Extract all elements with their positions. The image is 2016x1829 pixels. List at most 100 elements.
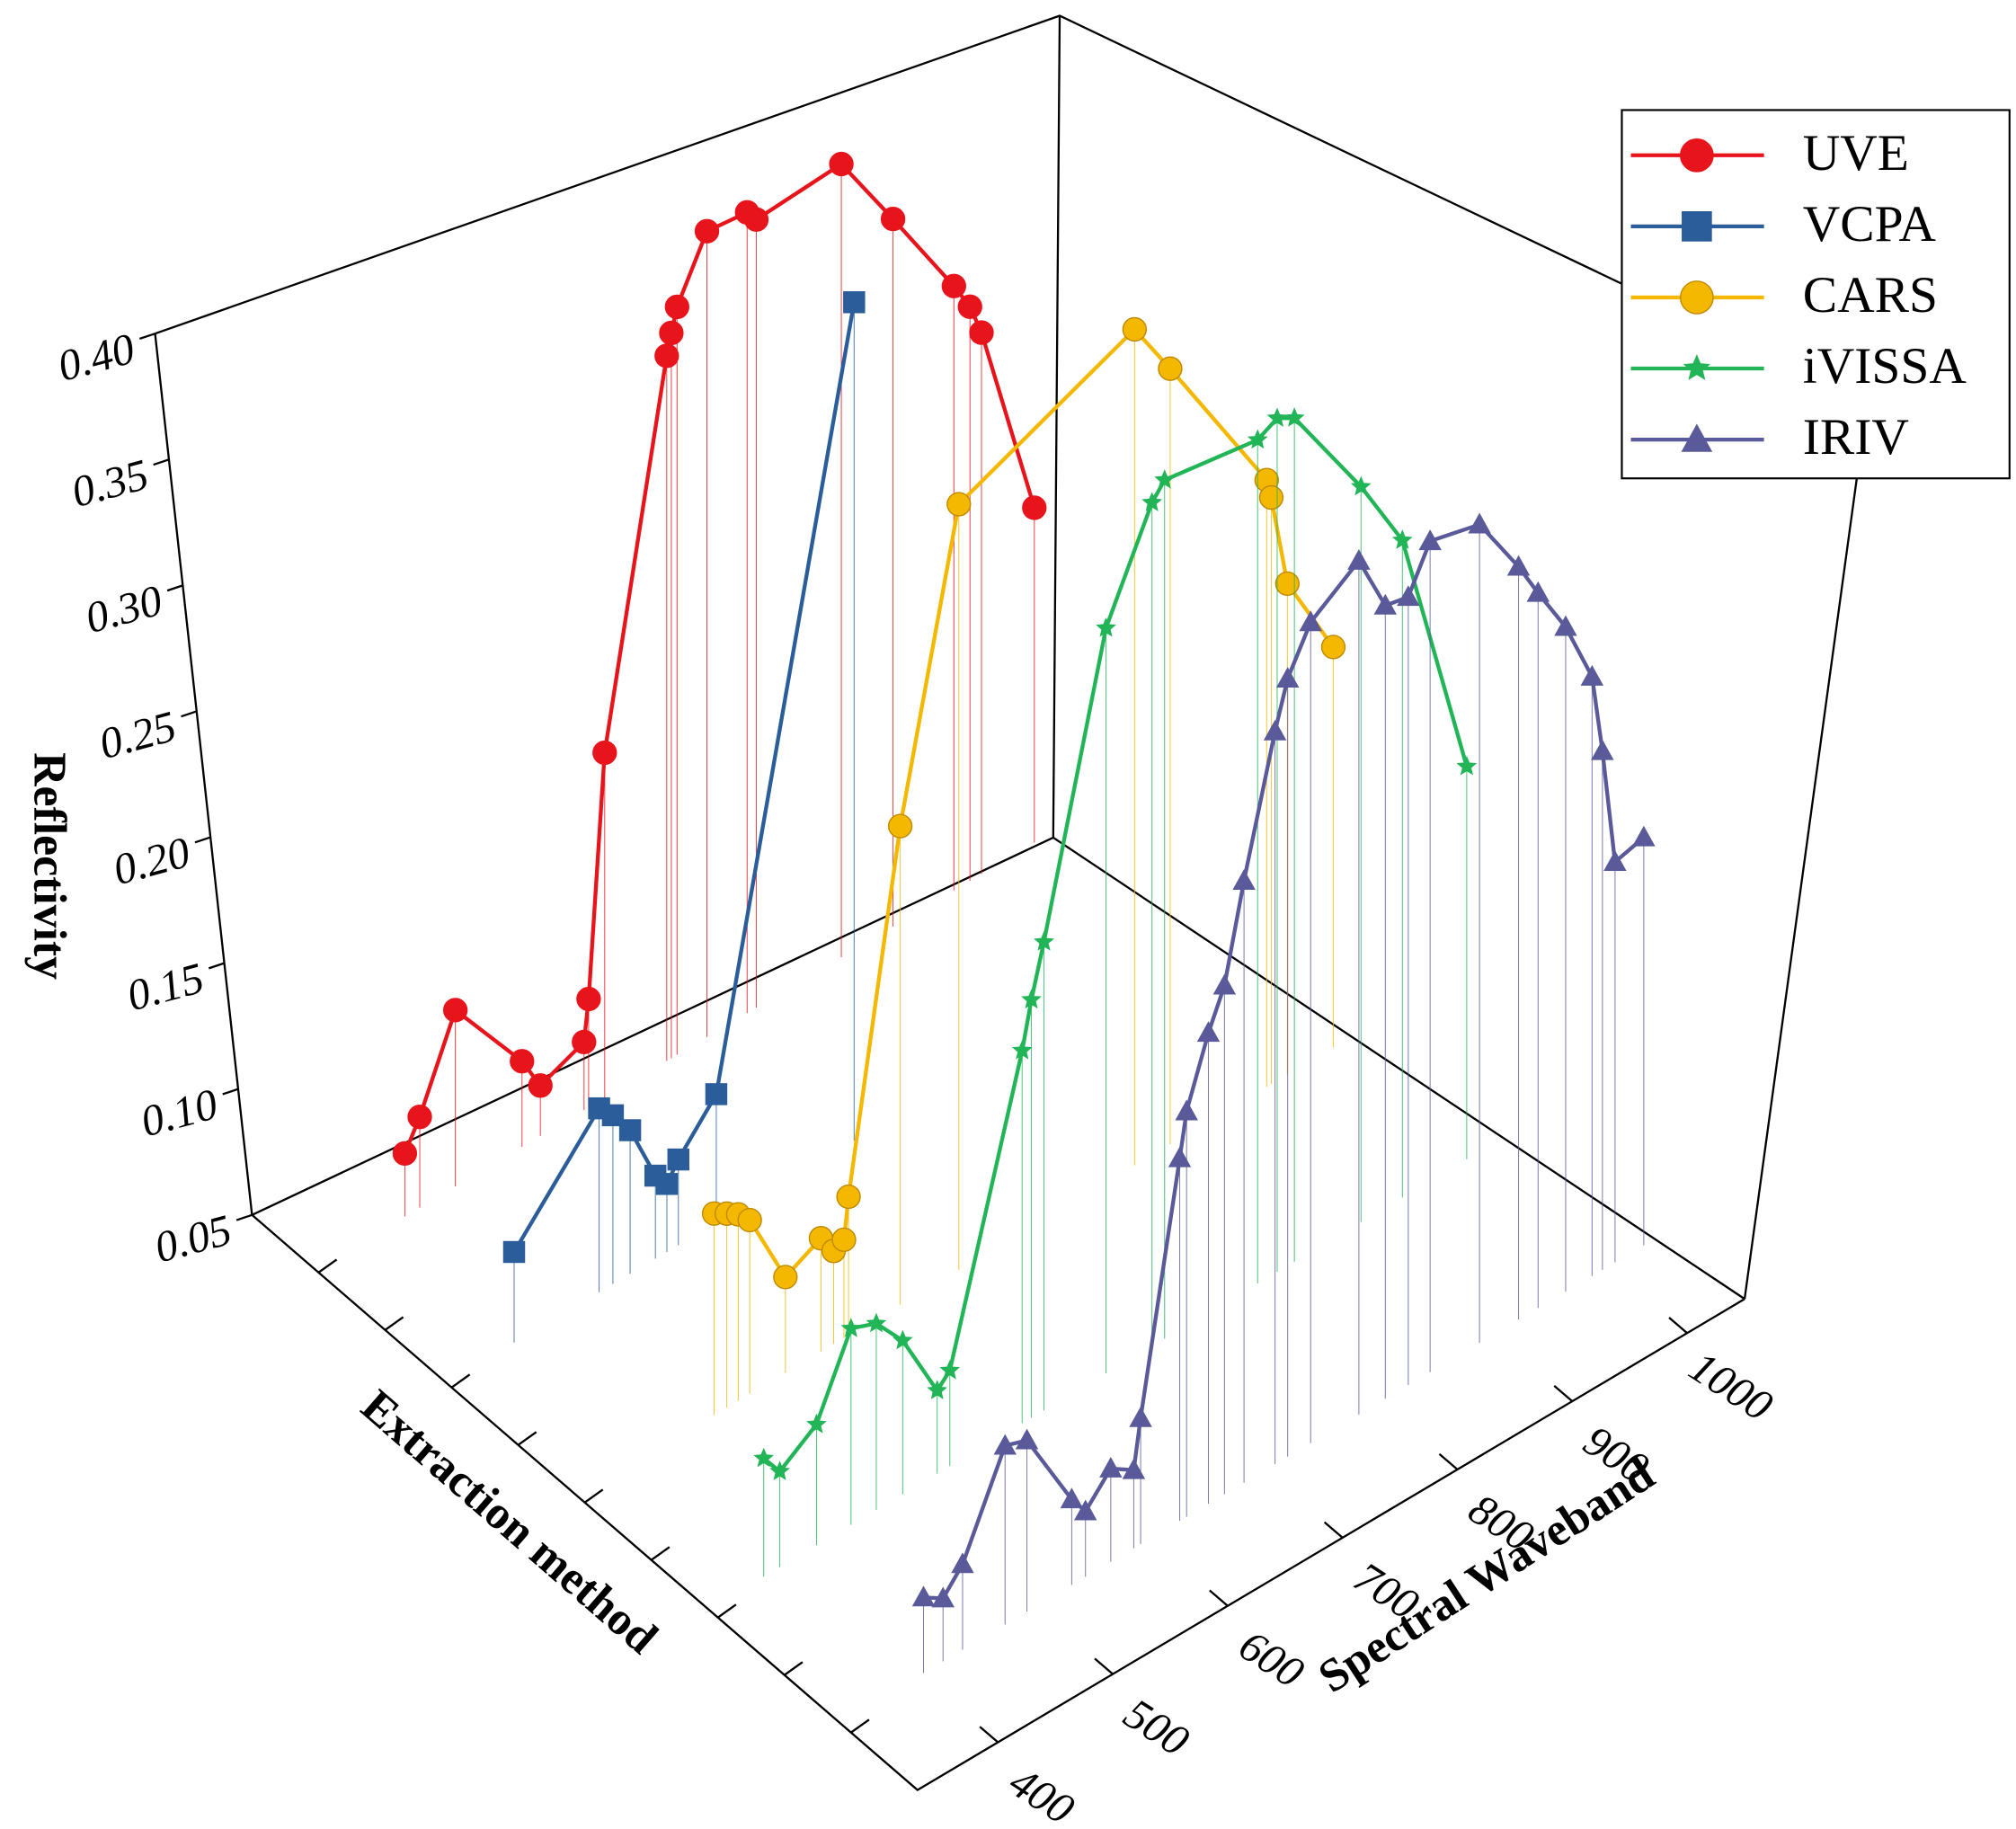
series bbox=[753, 407, 1478, 1577]
marker bbox=[969, 320, 994, 345]
marker bbox=[840, 1318, 862, 1337]
marker bbox=[442, 998, 468, 1023]
marker bbox=[843, 291, 866, 314]
marker bbox=[1158, 356, 1183, 381]
marker bbox=[931, 1586, 955, 1608]
marker bbox=[572, 1029, 597, 1055]
marker bbox=[502, 1240, 526, 1264]
marker bbox=[1580, 664, 1604, 686]
box bbox=[154, 14, 1869, 1792]
x-tick bbox=[1209, 1589, 1229, 1607]
marker bbox=[737, 1207, 762, 1233]
x-tick bbox=[1553, 1384, 1574, 1402]
right-edge bbox=[1743, 400, 1869, 1300]
marker bbox=[1391, 529, 1413, 549]
back-edge bbox=[1052, 15, 1061, 838]
marker bbox=[743, 207, 769, 232]
x-tick-label: 600 bbox=[1230, 1620, 1312, 1698]
z-tick bbox=[181, 710, 198, 718]
marker bbox=[1683, 354, 1710, 380]
marker bbox=[1274, 571, 1300, 597]
method-tick bbox=[583, 1488, 604, 1504]
marker bbox=[1347, 549, 1371, 570]
marker bbox=[1122, 316, 1147, 342]
z-tick bbox=[208, 962, 225, 970]
marker bbox=[769, 1461, 791, 1480]
series bbox=[392, 151, 1047, 1217]
z-tick-label: 0.30 bbox=[80, 575, 167, 643]
z-tick bbox=[222, 1088, 239, 1096]
marker bbox=[1247, 429, 1268, 449]
marker bbox=[1129, 1406, 1152, 1427]
top-edges bbox=[155, 14, 1869, 403]
marker bbox=[1299, 610, 1322, 632]
marker bbox=[1168, 1146, 1192, 1168]
z-tick bbox=[194, 836, 211, 844]
z-tick-label: 0.10 bbox=[136, 1079, 223, 1146]
z-tick-label: 0.40 bbox=[52, 324, 139, 391]
marker bbox=[1456, 755, 1478, 776]
marker bbox=[510, 1049, 535, 1074]
marker bbox=[1263, 719, 1287, 741]
z-tick bbox=[138, 333, 155, 341]
marker bbox=[893, 1329, 913, 1350]
marker bbox=[1212, 973, 1237, 995]
marker bbox=[654, 343, 679, 368]
marker bbox=[836, 1184, 861, 1210]
marker bbox=[576, 986, 601, 1012]
marker bbox=[1682, 211, 1712, 242]
method-axis-title: Extraction method bbox=[351, 1381, 667, 1665]
marker bbox=[927, 1380, 947, 1399]
method-tick bbox=[650, 1546, 671, 1561]
legend-label: VCPA bbox=[1803, 196, 1937, 253]
z-tick bbox=[235, 1213, 253, 1221]
marker bbox=[1099, 1457, 1123, 1478]
marker bbox=[1681, 423, 1713, 452]
marker bbox=[1266, 407, 1288, 427]
marker bbox=[1320, 635, 1346, 660]
z-tick-label: 0.35 bbox=[67, 449, 154, 517]
marker bbox=[951, 1552, 974, 1574]
marker bbox=[1011, 1039, 1033, 1060]
marker bbox=[957, 294, 982, 319]
marker bbox=[1175, 1099, 1198, 1121]
marker bbox=[946, 492, 972, 517]
marker bbox=[1554, 615, 1577, 636]
marker bbox=[831, 1227, 857, 1253]
x-tick bbox=[1323, 1521, 1344, 1539]
marker bbox=[1154, 469, 1175, 489]
marker bbox=[694, 218, 720, 244]
marker bbox=[866, 1312, 887, 1333]
marker bbox=[939, 1359, 961, 1380]
marker bbox=[1397, 585, 1420, 607]
x-tick bbox=[1438, 1452, 1459, 1470]
marker bbox=[1680, 280, 1714, 315]
marker bbox=[1073, 1499, 1097, 1521]
marker bbox=[1373, 593, 1398, 615]
marker bbox=[887, 813, 913, 839]
marker bbox=[1034, 931, 1054, 951]
z-tick-label: 0.05 bbox=[149, 1204, 236, 1272]
marker bbox=[1506, 555, 1531, 576]
marker bbox=[1603, 850, 1627, 871]
marker bbox=[1015, 1428, 1039, 1450]
marker bbox=[667, 1148, 689, 1171]
marker bbox=[1591, 739, 1614, 760]
marker bbox=[1283, 407, 1305, 427]
series-line bbox=[403, 161, 1036, 1155]
method-tick bbox=[784, 1661, 804, 1676]
z-tick bbox=[153, 458, 170, 466]
x-tick bbox=[1094, 1657, 1114, 1675]
z-tick-label: 0.15 bbox=[121, 953, 209, 1020]
marker bbox=[1275, 667, 1300, 688]
method-tick bbox=[384, 1316, 404, 1331]
series-line bbox=[512, 301, 857, 1254]
marker bbox=[1232, 869, 1256, 890]
marker bbox=[1021, 989, 1042, 1009]
legend-label: CARS bbox=[1803, 267, 1938, 324]
marker bbox=[1141, 492, 1163, 511]
marker bbox=[753, 1447, 775, 1468]
series bbox=[502, 291, 866, 1343]
